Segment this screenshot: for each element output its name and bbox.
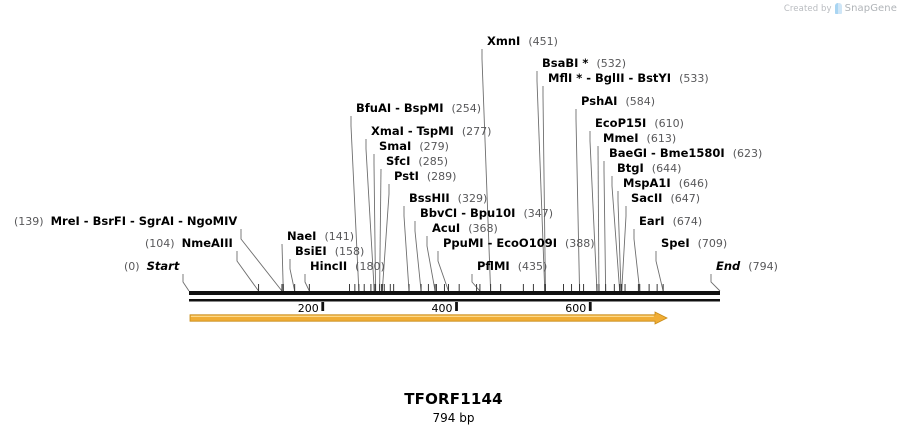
enzyme-site-label[interactable]: SpeI (709) (661, 236, 728, 251)
enzyme-name: PflMI (477, 259, 510, 273)
enzyme-position: (794) (748, 260, 778, 273)
enzyme-name: BssHII (409, 191, 450, 205)
enzyme-position: (104) (145, 237, 175, 250)
title-block: TFORF1144 794 bp (0, 390, 907, 425)
snapgene-product-name: SnapGene (844, 3, 897, 14)
enzyme-name: NmeAIII (181, 236, 233, 250)
enzyme-site-label[interactable]: BfuAI - BspMI (254) (356, 101, 482, 116)
enzyme-site-label[interactable]: BbvCI - Bpu10I (347) (420, 206, 554, 221)
enzyme-name: MmeI (603, 131, 639, 145)
enzyme-name: Start (146, 259, 180, 273)
snapgene-branding: Created by SnapGene (784, 3, 897, 14)
enzyme-position: (254) (451, 102, 482, 115)
enzyme-name: PpuMI - EcoO109I (443, 236, 557, 250)
enzyme-name: End (716, 259, 741, 273)
enzyme-site-label[interactable]: EcoP15I (610) (595, 116, 684, 131)
enzyme-site-label[interactable]: BsiEI (158) (295, 244, 365, 259)
enzyme-site-label[interactable]: BaeGI - Bme1580I (623) (609, 146, 763, 161)
enzyme-position: (584) (625, 95, 656, 108)
enzyme-site-label[interactable]: MmeI (613) (603, 131, 677, 146)
enzyme-position: (180) (355, 260, 385, 273)
enzyme-name: NaeI (287, 229, 317, 243)
enzyme-name: SacII (631, 191, 663, 205)
enzyme-position: (368) (468, 222, 498, 235)
enzyme-position: (347) (523, 207, 554, 220)
snapgene-logo-icon (834, 3, 842, 14)
enzyme-name: SfcI (386, 154, 411, 168)
enzyme-site-label[interactable]: MflI * - BglII - BstYI (533) (548, 71, 709, 86)
enzyme-site-label[interactable]: SmaI (279) (379, 139, 449, 154)
enzyme-site-label[interactable]: (0) Start (124, 259, 180, 274)
ruler-tick-label: 200 (297, 302, 319, 315)
enzyme-name: MflI * - BglII - BstYI (548, 71, 672, 85)
enzyme-site-label[interactable]: NaeI (141) (287, 229, 355, 244)
enzyme-name: EarI (639, 214, 665, 228)
sequence-title: TFORF1144 (404, 390, 503, 408)
enzyme-name: BfuAI - BspMI (356, 101, 444, 115)
enzyme-name: SmaI (379, 139, 412, 153)
ruler-tick-label: 600 (565, 302, 587, 315)
enzyme-name: BaeGI - Bme1580I (609, 146, 725, 160)
enzyme-site-label[interactable]: (139) MreI - BsrFI - SgrAI - NgoMIV (14, 214, 238, 229)
enzyme-position: (646) (678, 177, 709, 190)
enzyme-name: BtgI (617, 161, 644, 175)
enzyme-position: (289) (426, 170, 457, 183)
enzyme-site-label[interactable]: PshAI (584) (581, 94, 656, 109)
enzyme-position: (0) (124, 260, 140, 273)
enzyme-position: (279) (419, 140, 449, 153)
enzyme-position: (644) (651, 162, 682, 175)
sequence-length: 794 bp (432, 411, 475, 425)
enzyme-site-label[interactable]: PpuMI - EcoO109I (388) (443, 236, 595, 251)
enzyme-site-label[interactable]: PstI (289) (394, 169, 457, 184)
enzyme-site-label[interactable]: PflMI (435) (477, 259, 548, 274)
enzyme-position: (613) (646, 132, 677, 145)
enzyme-site-label[interactable]: EarI (674) (639, 214, 703, 229)
enzyme-position: (277) (461, 125, 492, 138)
enzyme-name: PstI (394, 169, 419, 183)
enzyme-position: (709) (697, 237, 728, 250)
enzyme-site-label[interactable]: End (794) (716, 259, 778, 274)
enzyme-site-label[interactable]: BssHII (329) (409, 191, 488, 206)
enzyme-position: (329) (457, 192, 488, 205)
enzyme-name: EcoP15I (595, 116, 647, 130)
enzyme-position: (674) (672, 215, 703, 228)
enzyme-position: (610) (654, 117, 684, 130)
enzyme-name: PshAI (581, 94, 618, 108)
enzyme-name: BsiEI (295, 244, 327, 258)
enzyme-name: XmnI (487, 34, 521, 48)
enzyme-position: (285) (418, 155, 448, 168)
enzyme-position: (533) (679, 72, 709, 85)
enzyme-name: MspA1I (623, 176, 671, 190)
enzyme-position: (158) (334, 245, 365, 258)
enzyme-site-label[interactable]: HincII (180) (310, 259, 385, 274)
enzyme-position: (451) (528, 35, 558, 48)
enzyme-position: (647) (670, 192, 701, 205)
enzyme-position: (139) (14, 215, 44, 228)
enzyme-position: (141) (324, 230, 355, 243)
enzyme-site-label[interactable]: (104) NmeAIII (145, 236, 233, 251)
enzyme-site-label[interactable]: BsaBI * (532) (542, 56, 627, 71)
enzyme-site-label[interactable]: SacII (647) (631, 191, 701, 206)
created-by-label: Created by (783, 3, 832, 14)
enzyme-name: BbvCI - Bpu10I (420, 206, 516, 220)
enzyme-name: XmaI - TspMI (371, 124, 454, 138)
enzyme-position: (388) (565, 237, 595, 250)
ruler-tick-label: 400 (431, 302, 453, 315)
enzyme-site-label[interactable]: XmaI - TspMI (277) (371, 124, 492, 139)
enzyme-position: (623) (732, 147, 763, 160)
enzyme-site-label[interactable]: BtgI (644) (617, 161, 682, 176)
enzyme-position: (532) (596, 57, 627, 70)
enzyme-name: AcuI (432, 221, 461, 235)
enzyme-name: SpeI (661, 236, 690, 250)
enzyme-name: MreI - BsrFI - SgrAI - NgoMIV (50, 214, 238, 228)
enzyme-name: BsaBI * (542, 56, 589, 70)
enzyme-name: HincII (310, 259, 348, 273)
enzyme-site-label[interactable]: XmnI (451) (487, 34, 558, 49)
enzyme-site-label[interactable]: AcuI (368) (432, 221, 498, 236)
enzyme-position: (435) (517, 260, 548, 273)
enzyme-site-label[interactable]: SfcI (285) (386, 154, 448, 169)
enzyme-site-label[interactable]: MspA1I (646) (623, 176, 709, 191)
